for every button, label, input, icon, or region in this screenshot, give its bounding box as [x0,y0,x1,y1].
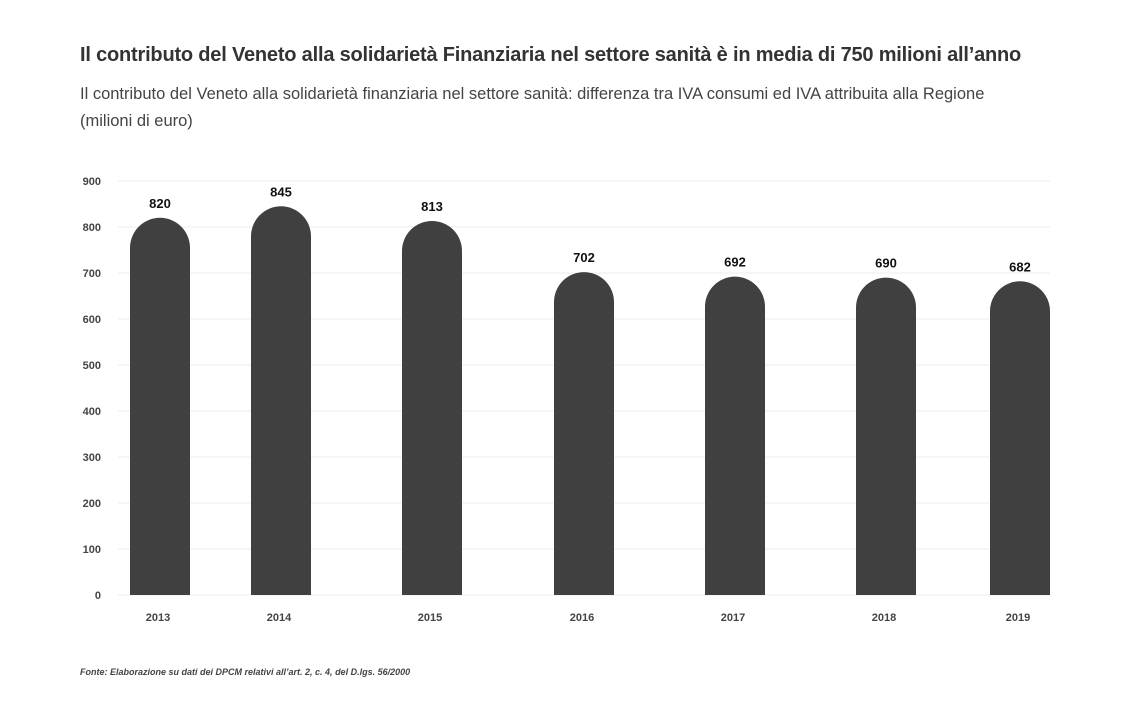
data-label-2014: 845 [270,184,292,199]
bar-2019 [990,281,1050,595]
y-tick-label: 400 [83,406,101,418]
data-label-2017: 692 [724,255,746,270]
x-axis-ticks: 2013 2014 2015 2016 2017 2018 2019 [146,612,1030,624]
chart-title: Il contributo del Veneto alla solidariet… [80,44,1022,66]
data-labels: 820 845 813 702 692 690 682 [149,184,1031,274]
y-tick-label: 500 [83,360,101,372]
y-tick-label: 800 [83,222,101,234]
bar-2017 [705,276,765,595]
y-tick-label: 900 [83,176,101,188]
x-tick-label: 2015 [418,612,442,624]
y-tick-label: 300 [83,452,101,464]
bar-2015 [402,221,462,596]
x-tick-label: 2018 [872,612,896,624]
data-label-2013: 820 [149,196,171,211]
x-tick-label: 2017 [721,612,745,624]
bar-2013 [130,217,190,596]
data-label-2018: 690 [875,256,897,271]
y-tick-label: 0 [95,590,101,602]
y-axis-ticks: 0 100 200 300 400 500 600 700 800 900 [83,176,101,602]
x-tick-label: 2013 [146,612,170,624]
data-label-2015: 813 [421,199,443,214]
x-tick-label: 2019 [1006,612,1030,624]
bar-2016 [554,272,614,595]
bar-2018 [856,277,916,595]
bars [130,206,1050,596]
y-tick-label: 700 [83,268,101,280]
y-tick-label: 600 [83,314,101,326]
source-note: Fonte: Elaborazione su dati dei DPCM rel… [80,667,411,677]
y-tick-label: 100 [83,544,101,556]
bar-2014 [251,206,311,595]
x-tick-label: 2016 [570,612,594,624]
y-tick-label: 200 [83,498,101,510]
data-label-2016: 702 [573,250,595,265]
x-tick-label: 2014 [267,612,292,624]
data-label-2019: 682 [1009,259,1031,274]
chart-subtitle: Il contributo del Veneto alla solidariet… [80,85,985,130]
